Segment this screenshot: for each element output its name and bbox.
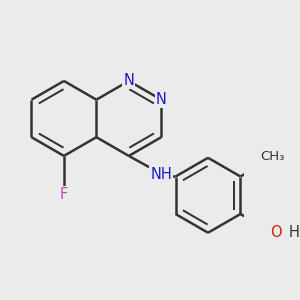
Text: H: H: [288, 225, 299, 240]
Text: NH: NH: [150, 167, 172, 182]
Text: N: N: [156, 92, 167, 107]
Text: O: O: [270, 225, 282, 240]
Text: F: F: [60, 187, 68, 202]
Text: N: N: [123, 74, 134, 88]
Text: CH₃: CH₃: [261, 150, 285, 163]
